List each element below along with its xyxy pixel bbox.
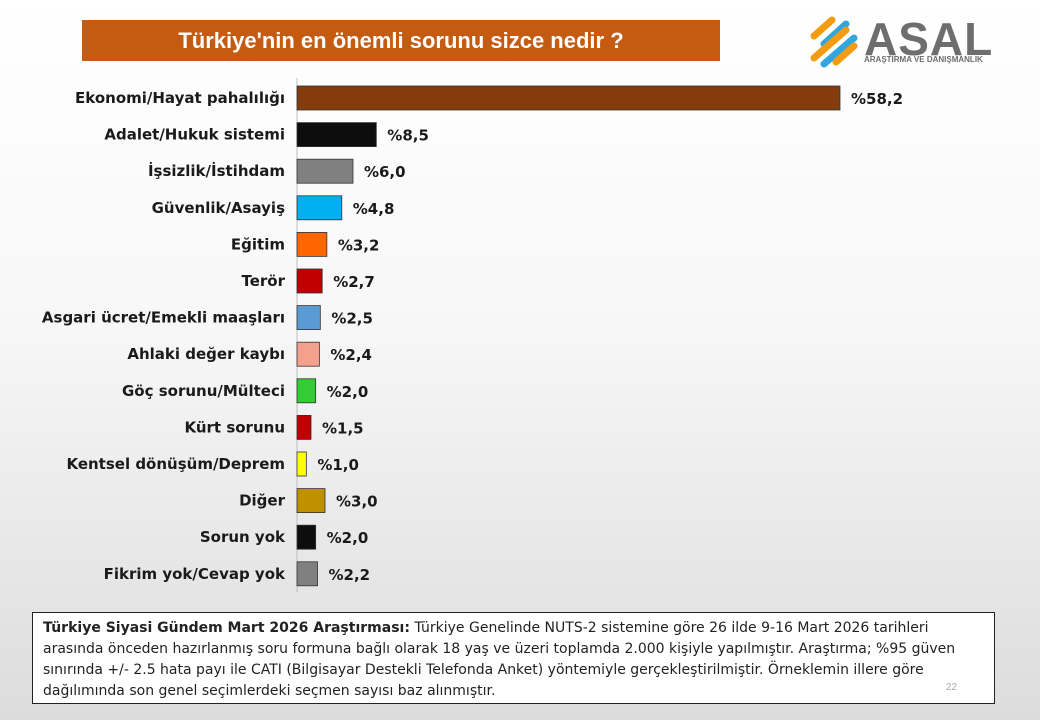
category-label: Adalet/Hukuk sistemi [104,126,285,144]
value-label: %58,2 [851,90,903,108]
logo-subtitle: ARAŞTIRMA VE DANIŞMANLIK [864,55,983,64]
value-label: %2,5 [331,310,373,328]
value-label: %2,4 [330,346,372,364]
bar [296,414,312,440]
value-label: %4,8 [353,200,395,218]
category-label: Göç sorunu/Mülteci [122,382,285,400]
bar [296,488,326,514]
category-label: Asgari ücret/Emekli maaşları [42,309,285,327]
value-label: %3,2 [338,236,380,254]
category-label: Kürt sorunu [185,418,286,436]
bar [296,158,354,184]
category-label: İşsizlik/İstihdam [148,161,285,180]
bar [296,122,377,147]
bar [296,268,323,294]
value-label: %8,5 [387,127,429,145]
category-label: Kentsel dönüşüm/Deprem [66,455,285,473]
note-text: Türkiye Genelinde NUTS-2 sistemine göre … [43,620,956,699]
bar [296,561,318,587]
category-label: Diğer [239,492,286,510]
category-label: Eğitim [231,235,285,253]
category-label: Güvenlik/Asayiş [152,199,285,217]
value-label: %6,0 [364,163,406,181]
logo-wordmark: ASAL [864,13,994,65]
bar [296,195,343,221]
value-label: %2,0 [327,529,369,547]
chart-title: Türkiye'nin en önemli sorunu sizce nedir… [82,20,720,61]
asal-logo: ASAL ARAŞTIRMA VE DANIŞMANLIK [806,14,996,70]
bar [296,231,328,257]
bar [296,524,317,550]
asal-logo-icon [810,16,858,68]
category-label: Ekonomi/Hayat pahalılığı [75,89,285,107]
bars-group: Ekonomi/Hayat pahalılığı %58,2 Adalet/Huku… [42,78,903,592]
bar-chart: Ekonomi/Hayat pahalılığı %58,2 Adalet/Huku… [42,78,903,592]
value-label: %2,0 [327,383,369,401]
note-heading: Türkiye Siyasi Gündem Mart 2026 Araştırm… [43,620,410,636]
category-label: Sorun yok [200,528,286,546]
bar [296,305,321,331]
value-label: %2,2 [329,566,371,584]
value-label: %2,7 [333,273,375,291]
bar [296,451,307,477]
value-label: %1,0 [317,456,359,474]
bar [296,378,317,404]
category-label: Terör [241,272,285,290]
page-number: 22 [946,682,958,693]
value-label: %3,0 [336,493,378,511]
methodology-note: Türkiye Siyasi Gündem Mart 2026 Araştırm… [32,612,995,704]
bar [296,85,841,111]
bar [296,341,320,367]
category-label: Fikrim yok/Cevap yok [104,565,286,583]
category-label: Ahlaki değer kaybı [127,345,285,363]
value-label: %1,5 [322,419,364,437]
